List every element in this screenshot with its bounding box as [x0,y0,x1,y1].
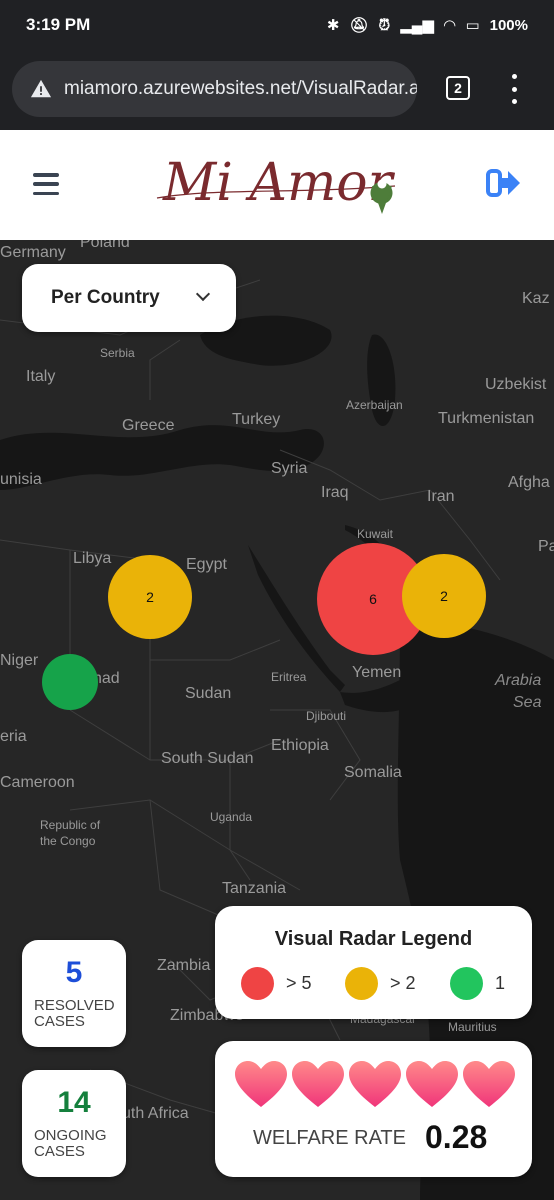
map-label: Kuwait [357,527,394,541]
map-label: Djibouti [306,709,347,723]
map-label: Tanzania [222,880,287,897]
map-label: Turkey [232,411,281,428]
logout-icon[interactable] [486,168,522,198]
map-label: South Sudan [161,750,254,767]
tab-switcher-button[interactable]: 2 [446,76,470,100]
heart-icon [349,1061,401,1107]
status-icons: ✱ 🔕︎ ⏰︎ ▂▄▆ ◠ ▭ 100% [326,16,528,35]
map-label: Libya [73,550,112,567]
resolved-label: RESOLVED CASES [34,997,115,1030]
signal-icon: ▂▄▆ [400,17,434,34]
map-label: Mauritius [448,1020,497,1034]
legend-item: 1 [450,967,505,1000]
welfare-rate-value: 0.28 [425,1119,488,1155]
map-label: Somalia [344,764,402,781]
map-label: Yemen [352,664,402,681]
map-label: Niger [0,652,39,669]
map-label: Greece [122,417,175,434]
not-secure-icon[interactable] [30,78,52,100]
green-dot-icon [450,967,483,1000]
bluetooth-icon: ✱ [326,17,340,34]
hearts-row [235,1061,515,1109]
map-label: eria [0,728,27,745]
alarm-icon: ⏰︎ [378,16,391,34]
mute-icon: 🔕︎ [349,17,369,34]
map-label: Turkmenistan [438,410,535,427]
heart-icon [406,1061,458,1107]
map-label: Cameroon [0,774,75,791]
mi-amor-logo[interactable]: Mi Amor [155,142,405,228]
cluster-marker[interactable]: 2 [108,555,192,639]
legend-item: > 5 [241,967,312,1000]
hamburger-menu-icon[interactable] [33,173,59,195]
map-label: unisia [0,471,42,488]
view-filter-dropdown[interactable]: Per Country [22,264,236,332]
red-dot-icon [241,967,274,1000]
ongoing-cases-card: 14 ONGOING CASES [22,1070,126,1177]
map-label: Ethiopia [271,737,329,754]
battery-icon: ▭ [465,17,480,34]
visual-radar-legend: Visual Radar Legend > 5 > 2 1 [215,906,532,1019]
map-label: Egypt [186,556,227,573]
address-bar[interactable]: miamoro.azurewebsites.net/VisualRadar.a [12,61,417,117]
map-label: Iran [427,488,455,505]
map-label: the Congo [40,834,96,848]
map-label: Arabia [495,672,542,689]
map-label: Kaz [522,290,550,307]
status-time: 3:19 PM [26,15,91,34]
heart-icon [463,1061,515,1107]
wifi-icon: ◠ [443,17,456,34]
url-text: miamoro.azurewebsites.net/VisualRadar.a [64,78,417,99]
map-label: Syria [271,460,308,477]
legend-title: Visual Radar Legend [274,928,473,950]
resolved-count: 5 [65,956,83,989]
heart-icon [292,1061,344,1107]
map-label: Poland [80,240,130,251]
map-label: Uzbekist [485,376,547,393]
map-label: Afgha [508,474,550,491]
map-label: Republic of [40,818,101,832]
logo-text: Mi Amor [162,153,396,213]
browser-toolbar: miamoro.azurewebsites.net/VisualRadar.a … [0,50,554,130]
chevron-down-icon [195,286,211,302]
status-bar: 3:19 PM ✱ 🔕︎ ⏰︎ ▂▄▆ ◠ ▭ 100% [0,0,554,50]
map-label: Eritrea [271,670,307,684]
map-label: Iraq [321,484,349,501]
yellow-dot-icon [345,967,378,1000]
map-view[interactable]: Germany Poland Kaz Serbia Italy Uzbekist… [0,240,554,1200]
map-label: Germany [0,244,66,261]
map-label: Uganda [210,810,253,824]
app-header: Mi Amor [0,130,554,240]
browser-menu-icon[interactable] [508,74,520,104]
welfare-rate-label: WELFARE RATE [253,1127,406,1149]
dropdown-selected: Per Country [51,287,160,308]
cluster-marker[interactable]: 2 [402,554,486,638]
map-label: uth Africa [122,1105,189,1122]
map-label: Sudan [185,685,232,702]
map-label: Azerbaijan [346,398,403,412]
map-label: Zambia [157,957,211,974]
resolved-cases-card: 5 RESOLVED CASES [22,940,126,1047]
map-label: Serbia [100,346,135,360]
legend-item: > 2 [345,967,416,1000]
heart-icon [235,1061,287,1107]
cluster-marker[interactable] [42,654,98,710]
ongoing-count: 14 [57,1086,91,1119]
map-label: had [93,670,120,687]
battery-percent: 100% [489,16,528,34]
ongoing-label: ONGOING CASES [34,1127,107,1160]
welfare-rate-card: WELFARE RATE 0.28 [215,1041,532,1177]
map-label: Italy [26,368,56,385]
map-label: Pa [538,538,554,555]
map-label: Sea [513,694,542,711]
